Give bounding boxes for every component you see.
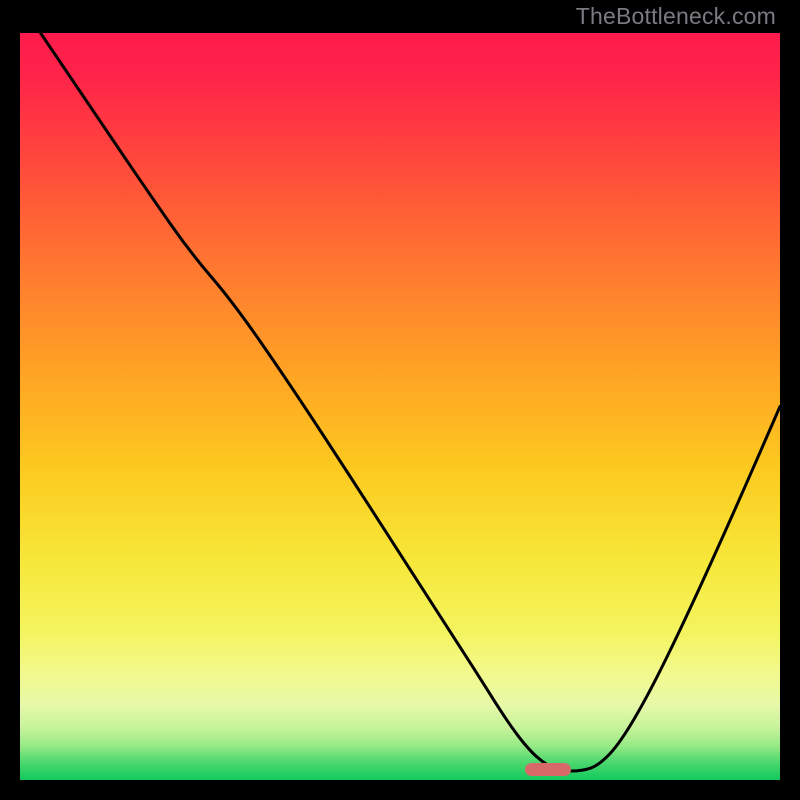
attribution-text: TheBottleneck.com [576,3,776,30]
bottleneck-curve [20,33,780,780]
frame-left [0,0,20,800]
trough-marker [525,763,571,776]
frame-bottom [0,780,800,800]
frame-right [780,0,800,800]
plot-area [20,33,780,780]
